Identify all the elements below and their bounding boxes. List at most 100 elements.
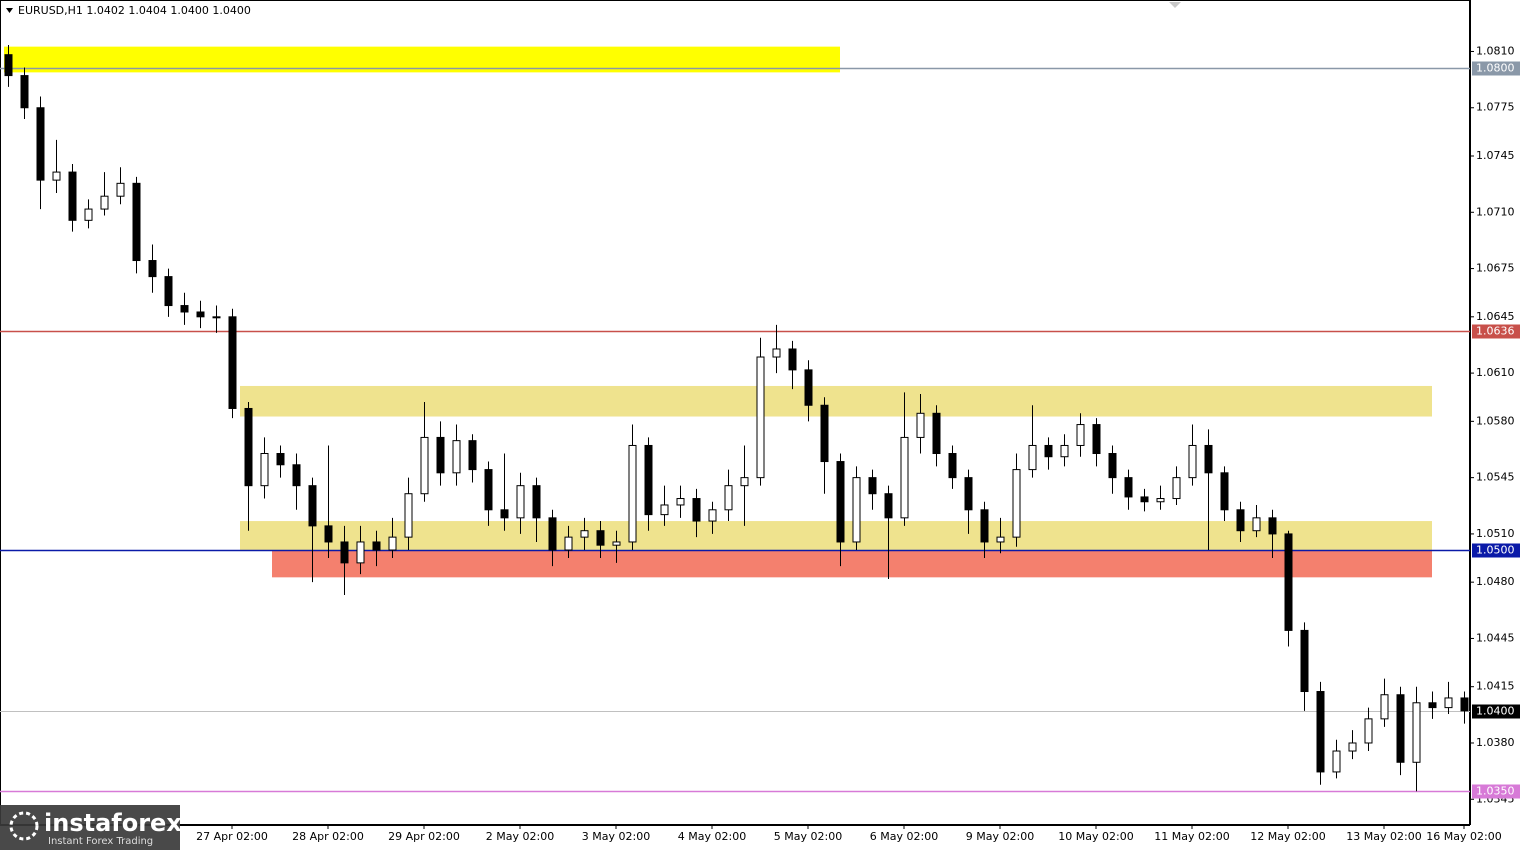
x-tick-label: 12 May 02:00 — [1250, 830, 1325, 843]
candle-body — [1332, 750, 1341, 773]
candle-body — [532, 485, 541, 519]
candle-body — [196, 311, 205, 318]
level-label-box — [1472, 704, 1520, 719]
x-tick-label: 4 May 02:00 — [678, 830, 746, 843]
candle-body — [724, 485, 733, 511]
zone — [240, 385, 1432, 417]
candle-body — [932, 412, 941, 455]
candle-body — [644, 444, 653, 516]
candle-body — [484, 469, 493, 511]
candle-body — [916, 412, 925, 438]
candle-body — [100, 195, 109, 210]
x-tick-label: 6 May 02:00 — [870, 830, 938, 843]
candle-body — [324, 525, 333, 543]
candle-body — [420, 436, 429, 495]
candle-body — [580, 530, 589, 538]
x-tick-label: 9 May 02:00 — [966, 830, 1034, 843]
candle-body — [772, 348, 781, 358]
x-tick-label: 10 May 02:00 — [1058, 830, 1133, 843]
candle-body — [452, 440, 461, 474]
x-tick-label: 3 May 02:00 — [582, 830, 650, 843]
candle-body — [1348, 742, 1357, 752]
candle-body — [564, 536, 573, 551]
candle-body — [1380, 694, 1389, 720]
candle-body — [852, 477, 861, 543]
candle-body — [1444, 697, 1453, 709]
chart-title: EURUSD,H1 1.0402 1.0404 1.0400 1.0400 — [18, 4, 251, 17]
candle-body — [308, 485, 317, 527]
candle-body — [180, 305, 189, 313]
candle-body — [1252, 517, 1261, 532]
candle-body — [900, 436, 909, 519]
x-tick-label: 11 May 02:00 — [1154, 830, 1229, 843]
candle-body — [1076, 424, 1085, 446]
candle-body — [548, 517, 557, 551]
candle-body — [884, 493, 893, 519]
level-label-box — [1472, 61, 1520, 76]
y-tick-label: 1.0610 — [1476, 366, 1515, 379]
watermark-tagline: Instant Forex Trading — [48, 836, 153, 847]
levels — [0, 67, 1470, 793]
candle-body — [996, 536, 1005, 543]
candle-body — [468, 440, 477, 471]
zone — [272, 550, 1432, 578]
x-tick-label: 2 May 02:00 — [486, 830, 554, 843]
level-label-box — [1472, 543, 1520, 558]
x-tick-label: 16 May 02:00 — [1426, 830, 1501, 843]
candle-body — [868, 477, 877, 495]
level-label: 1.0800 — [1476, 62, 1515, 75]
y-tick-label: 1.0415 — [1476, 680, 1515, 693]
x-tick-label: 13 May 02:00 — [1346, 830, 1421, 843]
candle-body — [212, 316, 221, 319]
candle-body — [1364, 718, 1373, 744]
candle-body — [1188, 444, 1197, 479]
candle-body — [756, 356, 765, 479]
candle-body — [404, 493, 413, 538]
candle-body — [1300, 629, 1309, 693]
x-tick-label: 28 Apr 02:00 — [292, 830, 364, 843]
candle-body — [660, 504, 669, 516]
y-tick-label: 1.0445 — [1476, 631, 1515, 644]
candles — [4, 45, 1469, 792]
candle-body — [804, 369, 813, 406]
x-tick-label: 5 May 02:00 — [774, 830, 842, 843]
candle-body — [612, 541, 621, 546]
level-label-box — [1472, 784, 1520, 799]
candle-body — [628, 444, 637, 543]
y-tick-label: 1.0775 — [1476, 101, 1515, 114]
candle-body — [388, 536, 397, 551]
candle-body — [500, 509, 509, 519]
candle-body — [260, 453, 269, 487]
candle-body — [276, 453, 285, 466]
candle-body — [1396, 694, 1405, 763]
candle-body — [1108, 453, 1117, 479]
y-tick-label: 1.0745 — [1476, 149, 1515, 162]
level-label: 1.0636 — [1476, 325, 1515, 338]
candle-body — [1316, 691, 1325, 773]
candle-body — [4, 54, 13, 77]
level-label-box — [1472, 324, 1520, 339]
candle-body — [836, 461, 845, 543]
candle-body — [1140, 496, 1149, 503]
candle-body — [244, 407, 253, 487]
y-tick-label: 1.0480 — [1476, 575, 1515, 588]
level-label: 1.0500 — [1476, 544, 1515, 557]
candle-body — [1204, 444, 1213, 474]
candle-body — [1156, 498, 1165, 503]
y-tick-label: 1.0675 — [1476, 262, 1515, 275]
level-label: 1.0350 — [1476, 785, 1515, 798]
candle-body — [436, 436, 445, 474]
candle-body — [1172, 477, 1181, 500]
candle-body — [84, 208, 93, 221]
candle-body — [228, 316, 237, 409]
candle-body — [36, 107, 45, 181]
candle-body — [964, 477, 973, 511]
x-tick-label: 29 Apr 02:00 — [388, 830, 460, 843]
level-label: 1.0400 — [1476, 705, 1515, 718]
candle-body — [1060, 444, 1069, 458]
candle-body — [1124, 477, 1133, 498]
candle-body — [1236, 509, 1245, 532]
